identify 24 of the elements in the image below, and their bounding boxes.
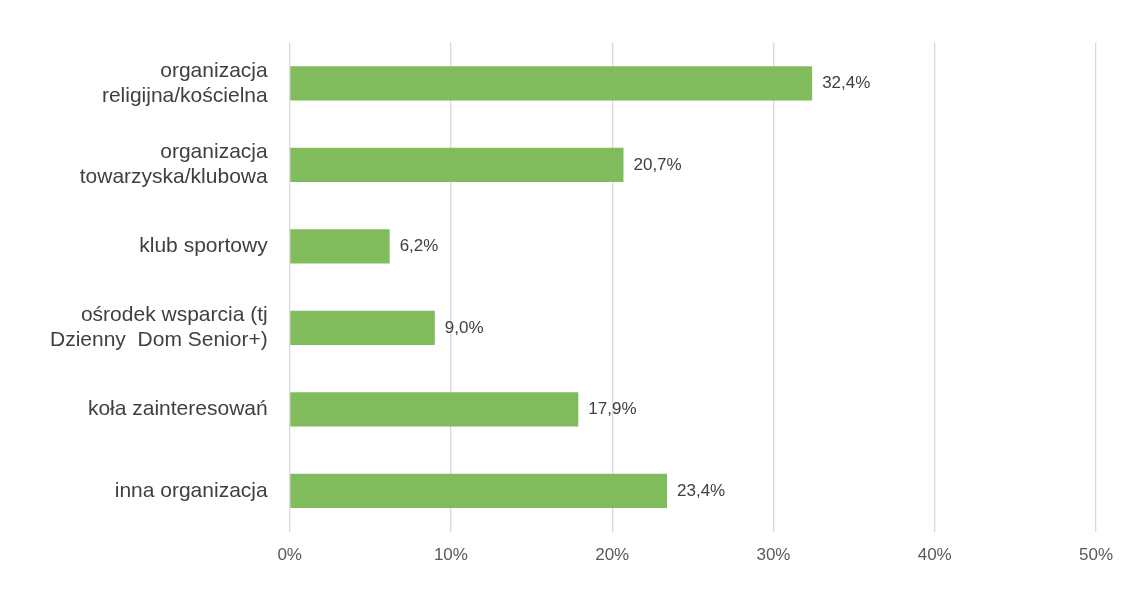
- data-label: 32,4%: [822, 73, 871, 93]
- y-tick-label: ośrodek wsparcia (tj Dzienny Dom Senior+): [50, 302, 268, 351]
- bar: [290, 147, 624, 182]
- y-tick-label: klub sportowy: [139, 233, 269, 257]
- x-tick-label: 20%: [595, 545, 630, 565]
- x-tick-label: 40%: [917, 545, 952, 565]
- data-label: 23,4%: [677, 480, 726, 500]
- data-label: 17,9%: [588, 399, 637, 419]
- x-tick-label: 0%: [277, 545, 302, 565]
- bar: [290, 473, 668, 508]
- bar: [290, 229, 390, 264]
- bar: [290, 392, 579, 427]
- data-label: 20,7%: [633, 154, 682, 174]
- data-label: 6,2%: [399, 236, 439, 256]
- x-tick-label: 30%: [756, 545, 791, 565]
- y-tick-label: inna organizacja: [114, 477, 268, 501]
- bar: [290, 310, 435, 345]
- x-tick-label: 10%: [433, 545, 468, 565]
- x-tick-label: 50%: [1078, 545, 1113, 565]
- y-tick-label: organizacja religijna/kościelna: [101, 57, 268, 106]
- y-tick-label: koła zainteresowań: [87, 396, 268, 420]
- bar: [290, 66, 813, 101]
- y-tick-label: organizacja towarzyska/klubowa: [79, 139, 268, 188]
- data-label: 9,0%: [444, 317, 484, 337]
